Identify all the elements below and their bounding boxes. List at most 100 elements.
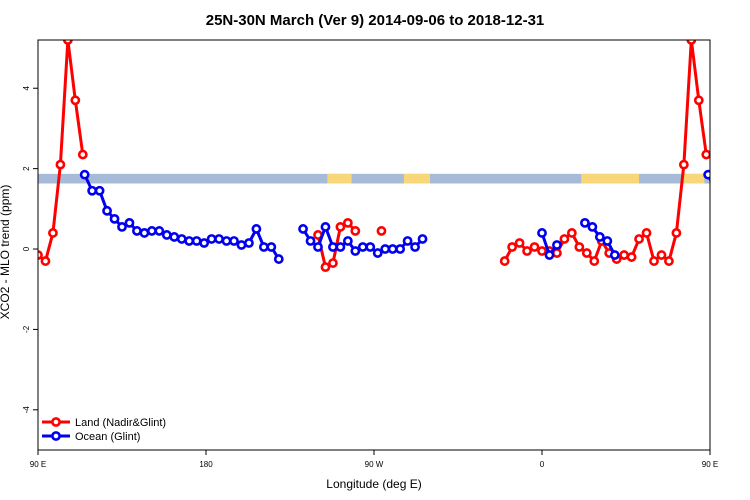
data-point: [537, 246, 547, 256]
data-point: [537, 228, 547, 238]
legend: Land (Nadir&Glint) Ocean (Glint): [42, 417, 166, 443]
y-axis-label: XCO2 - MLO trend (ppm): [0, 185, 12, 320]
data-point: [40, 256, 51, 266]
data-point: [229, 236, 239, 246]
data-point: [328, 258, 338, 268]
data-point: [169, 232, 180, 242]
data-point: [417, 234, 428, 244]
data-point: [664, 256, 674, 266]
data-point: [544, 250, 555, 260]
data-point: [109, 213, 120, 224]
data-point: [102, 205, 112, 216]
data-point: [559, 234, 570, 244]
data-point: [124, 217, 135, 228]
data-point: [273, 254, 284, 264]
series-0: [38, 40, 710, 273]
y-tick-label: 2: [22, 166, 31, 171]
data-point: [671, 228, 682, 238]
y-tick-label: 0: [22, 246, 31, 251]
data-point: [335, 242, 346, 252]
data-point: [380, 244, 391, 254]
legend-marker: [51, 417, 61, 427]
data-point: [581, 248, 592, 258]
data-point: [742, 223, 749, 230]
data-point: [514, 238, 525, 248]
data-point: [529, 242, 540, 252]
data-point: [734, 215, 741, 222]
x-tick-label: 180: [199, 460, 213, 469]
data-point: [602, 236, 613, 246]
series-line: [503, 40, 708, 263]
data-point: [191, 236, 202, 246]
legend-label: Land (Nadir&Glint): [75, 417, 166, 429]
data-point: [678, 159, 689, 170]
y-axis: -4 -2 0 2 4: [22, 85, 38, 413]
landmask-strip: [38, 173, 710, 184]
y-tick-label: 4: [22, 85, 31, 90]
landmask-land-3: [682, 173, 705, 184]
y-tick-label: -4: [22, 406, 31, 414]
data-point: [580, 217, 590, 228]
x-tick-label: 0: [540, 460, 545, 469]
landmask-land-0: [327, 173, 352, 184]
data-point: [236, 240, 247, 250]
data-point: [410, 242, 420, 252]
data-point: [387, 244, 398, 254]
data-point: [161, 230, 172, 240]
data-point: [656, 250, 667, 260]
data-point: [305, 236, 316, 246]
x-tick-label: 90 E: [30, 460, 46, 469]
data-point: [402, 236, 413, 246]
data-point: [522, 246, 532, 256]
data-point: [335, 222, 346, 232]
x-axis-label: Longitude (deg E): [326, 477, 421, 491]
data-point: [342, 236, 353, 246]
data-point: [298, 224, 308, 234]
data-point: [552, 240, 562, 250]
series-1: [79, 169, 749, 264]
data-point: [727, 207, 734, 214]
data-point: [244, 238, 254, 248]
data-point: [206, 234, 217, 244]
data-point: [176, 234, 187, 244]
data-point: [55, 159, 66, 170]
data-point: [365, 242, 376, 252]
data-point: [649, 256, 659, 266]
data-point: [693, 95, 704, 106]
data-point: [589, 256, 600, 266]
data-point: [641, 228, 652, 238]
data-point: [87, 185, 98, 196]
data-point: [320, 222, 331, 232]
data-point: [634, 234, 644, 244]
legend-label: Ocean (Glint): [75, 431, 140, 443]
data-point: [587, 222, 598, 232]
data-point: [376, 226, 387, 236]
data-point: [184, 236, 195, 246]
data-point: [313, 242, 323, 252]
data-point: [703, 169, 710, 180]
landmask-land-1: [403, 173, 430, 184]
data-point: [221, 236, 232, 246]
data-point: [77, 149, 88, 160]
x-tick-label: 90 E: [702, 460, 718, 469]
x-tick-label: 90 W: [365, 460, 384, 469]
data-point: [70, 95, 81, 106]
data-point: [719, 187, 726, 194]
chart-title: 25N-30N March (Ver 9) 2014-09-06 to 2018…: [206, 12, 545, 29]
data-point: [342, 217, 353, 228]
data-point: [507, 242, 518, 252]
legend-marker: [51, 431, 61, 441]
data-point: [199, 238, 210, 248]
data-point: [350, 246, 361, 256]
data-point: [594, 232, 605, 242]
series-line: [706, 174, 710, 183]
data-point: [214, 234, 224, 244]
data-point: [350, 226, 361, 236]
data-point: [609, 250, 620, 260]
data-point: [320, 262, 331, 273]
data-point: [619, 250, 630, 260]
data-point: [499, 256, 510, 266]
data-point: [701, 149, 710, 160]
data-point: [94, 185, 105, 196]
